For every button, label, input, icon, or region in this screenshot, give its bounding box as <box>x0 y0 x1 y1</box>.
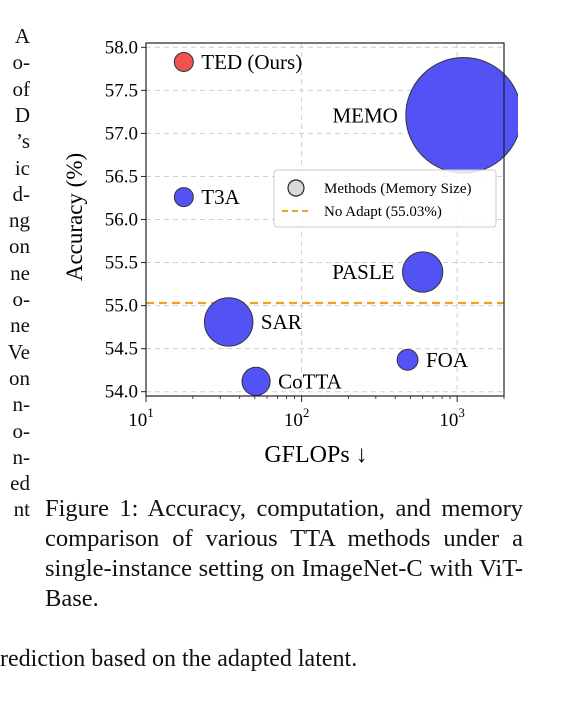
left-text-fragment: on <box>9 365 30 390</box>
point-label: FOA <box>426 348 469 372</box>
left-text-fragment: o- <box>12 50 31 75</box>
x-tick-label: 101 <box>128 405 154 431</box>
y-tick-label: 56.5 <box>105 166 138 187</box>
bubble-point <box>405 57 518 174</box>
legend: Methods (Memory Size) No Adapt (55.03%) <box>273 169 497 228</box>
left-text-fragment: A <box>14 24 30 48</box>
y-tick-label: 55.0 <box>105 296 138 317</box>
axes: 54.0 54.5 55.0 55.5 56.0 56.5 57.0 57.5 58.0 101 1… <box>105 37 505 431</box>
y-tick-label: 55.5 <box>105 253 138 274</box>
left-text-fragment: ed <box>10 471 30 496</box>
point-label: T3A <box>201 185 240 209</box>
left-text-fragment: o- <box>12 287 31 311</box>
point-label: MEMO <box>332 103 397 127</box>
point-label: CoTTA <box>278 369 342 393</box>
left-text-fragment: o- <box>12 418 31 443</box>
y-tick-label: 57.0 <box>105 123 138 144</box>
bubbles <box>173 51 518 396</box>
y-tick-label: 56.0 <box>105 210 138 231</box>
y-tick-label: 58.0 <box>105 37 138 58</box>
bubble-point <box>173 51 194 72</box>
figure-caption: Figure 1: Accuracy, computation, and mem… <box>45 495 523 612</box>
x-axis-label: GFLOPs ↓ <box>264 442 367 468</box>
bubble-point <box>401 251 444 293</box>
left-text-fragment: D <box>14 102 30 127</box>
left-text-fragment: ne <box>10 260 30 285</box>
left-text-fragment: Ve <box>7 339 30 364</box>
y-tick-label: 54.0 <box>105 382 138 403</box>
point-label: TED (Ours) <box>201 50 302 74</box>
left-text-fragment: nt <box>13 497 30 522</box>
legend-method-marker <box>287 179 305 197</box>
left-text-fragment: of <box>12 76 31 101</box>
left-text-fragment: n- <box>12 392 31 417</box>
left-text-fragment: ic <box>14 155 30 180</box>
left-text-fragment: n- <box>12 444 31 469</box>
bubble-point <box>203 297 254 347</box>
legend-label-baseline: No Adapt (55.03%) <box>324 204 442 220</box>
bubble-point <box>241 366 271 396</box>
legend-box <box>273 169 497 228</box>
left-text-fragment: on <box>9 234 30 259</box>
y-tick-label: 54.5 <box>105 339 138 360</box>
left-text-fragment: d- <box>12 181 31 206</box>
bubble-point <box>396 348 419 371</box>
y-axis-label: Accuracy (%) <box>62 153 87 281</box>
y-tick-label: 57.5 <box>105 80 138 101</box>
legend-label-methods: Methods (Memory Size) <box>324 181 471 197</box>
point-labels: TED (Ours) MEMO T3A PASLE SAR FOA CoTTA <box>201 50 469 393</box>
bubble-point <box>173 187 194 208</box>
x-tick-label: 102 <box>284 405 310 431</box>
left-text-fragment: ne <box>10 313 30 338</box>
point-label: SAR <box>261 310 302 334</box>
left-text-fragment: ng <box>9 208 30 233</box>
x-tick-label: 103 <box>439 405 465 431</box>
body-text-line: rediction based on the adapted latent. <box>0 646 358 672</box>
point-label: PASLE <box>332 260 394 284</box>
left-text-fragment: ’s <box>15 129 30 154</box>
